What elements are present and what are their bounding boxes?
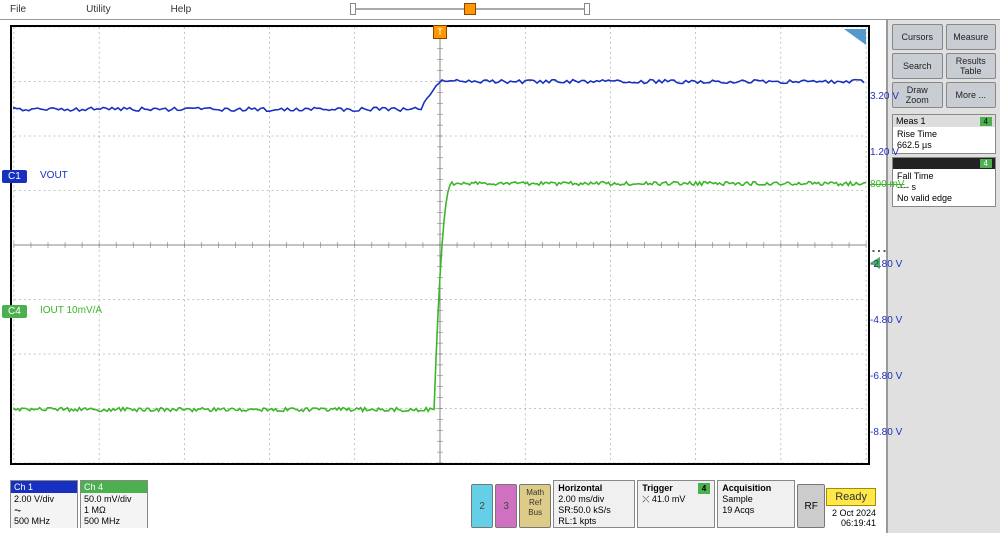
- sidebar-btn-results[interactable]: Results Table: [946, 53, 997, 79]
- timebase-scrollbar[interactable]: [350, 2, 590, 16]
- ch4-scale: 50.0 mV/div: [84, 494, 144, 505]
- waveform-region[interactable]: T ⋮ 3.20 V1.20 V800 mV-2.80 V-4.80 V-6.8…: [10, 25, 870, 465]
- y-axis-label: -4.80 V: [870, 315, 910, 326]
- acquisition-mode: Sample: [722, 494, 790, 505]
- rf-button[interactable]: RF: [797, 484, 825, 528]
- channel-label-c1: VOUT: [40, 170, 68, 181]
- trigger-level: ⤬ 41.0 mV: [642, 494, 710, 505]
- sidebar-btn-measure[interactable]: Measure: [946, 24, 997, 50]
- acquisition-header: Acquisition: [722, 483, 790, 494]
- more-dots-icon[interactable]: ⋮: [869, 243, 888, 257]
- meas2-source-tag: 4: [980, 159, 992, 168]
- scope-area: T ⋮ 3.20 V1.20 V800 mV-2.80 V-4.80 V-6.8…: [0, 20, 886, 533]
- channel-badge-c1[interactable]: C1: [2, 170, 27, 183]
- meas2-status: No valid edge: [897, 193, 991, 204]
- horizontal-header: Horizontal: [558, 483, 630, 494]
- meas2-type: Fall Time: [897, 171, 991, 182]
- channel-1-header: Ch 1: [11, 481, 77, 493]
- run-status[interactable]: Ready: [826, 488, 876, 506]
- trigger-marker[interactable]: T: [433, 25, 447, 39]
- sidebar-btn-more[interactable]: More ...: [946, 82, 997, 108]
- ch4-bw: 500 MHz: [84, 516, 144, 527]
- horizontal-sr: SR:50.0 kS/s: [558, 505, 630, 516]
- meas2-value: ---- s: [897, 182, 991, 193]
- channel-1-info[interactable]: Ch 1 2.00 V/div ⏦ 500 MHz: [10, 480, 78, 528]
- trigger-source-tag: 4: [698, 483, 710, 494]
- menu-help[interactable]: Help: [171, 4, 192, 15]
- channel-2-button[interactable]: 2: [471, 484, 493, 528]
- y-axis-label: 3.20 V: [870, 91, 910, 102]
- y-axis-label: -6.80 V: [870, 371, 910, 382]
- horizontal-timediv: 2.00 ms/div: [558, 494, 630, 505]
- meas1-value: 662.5 µs: [897, 140, 991, 151]
- horizontal-info[interactable]: Horizontal 2.00 ms/div SR:50.0 kS/s RL:1…: [553, 480, 635, 528]
- y-axis-label: -2.80 V: [870, 259, 910, 270]
- sidebar-btn-search[interactable]: Search: [892, 53, 943, 79]
- trigger-header: Trigger: [642, 483, 673, 494]
- status-time: 06:19:41: [826, 518, 876, 528]
- channel-4-info[interactable]: Ch 4 50.0 mV/div 1 MΩ 500 MHz: [80, 480, 148, 528]
- channel-label-c4: IOUT 10mV/A: [40, 305, 102, 316]
- channel-badge-c4[interactable]: C4: [2, 305, 27, 318]
- menu-utility[interactable]: Utility: [86, 4, 110, 15]
- y-axis-label: -8.80 V: [870, 427, 910, 438]
- status-date: 2 Oct 2024: [826, 508, 876, 518]
- waveform-svg: [12, 27, 868, 463]
- horizontal-rl: RL:1 kpts: [558, 516, 630, 527]
- meas1-header: Meas 1: [896, 116, 926, 126]
- ch1-bw: 500 MHz: [14, 516, 74, 527]
- acquisition-info[interactable]: Acquisition Sample 19 Acqs: [717, 480, 795, 528]
- trigger-info[interactable]: Trigger 4 ⤬ 41.0 mV: [637, 480, 715, 528]
- channel-4-header: Ch 4: [81, 481, 147, 493]
- y-axis-label: 1.20 V: [870, 147, 910, 158]
- bottom-bar: Ch 1 2.00 V/div ⏦ 500 MHz Ch 4 50.0 mV/d…: [10, 478, 876, 528]
- acquisition-count: 19 Acqs: [722, 505, 790, 516]
- ch1-scale: 2.00 V/div: [14, 494, 74, 505]
- menu-file[interactable]: File: [10, 4, 26, 15]
- channel-3-button[interactable]: 3: [495, 484, 517, 528]
- sidebar-btn-cursors[interactable]: Cursors: [892, 24, 943, 50]
- meas1-type: Rise Time: [897, 129, 991, 140]
- math-ref-bus-button[interactable]: Math Ref Bus: [519, 484, 551, 528]
- meas1-source-tag: 4: [980, 117, 992, 126]
- ch1-coupling: ⏦: [14, 505, 74, 516]
- y-axis-label: 800 mV: [870, 179, 910, 190]
- ch4-imp: 1 MΩ: [84, 505, 144, 516]
